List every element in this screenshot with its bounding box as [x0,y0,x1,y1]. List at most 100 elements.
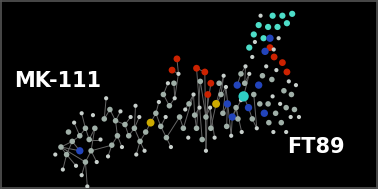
Point [225,102,231,105]
Point [115,134,121,137]
Point [284,70,290,74]
Point [265,102,271,105]
Point [171,82,177,85]
Point [182,108,188,111]
Point [71,121,77,124]
Point [86,138,92,141]
Point [273,112,279,115]
Point [90,114,96,117]
Point [270,95,276,98]
Point [98,138,104,141]
Point [113,119,119,122]
Point [52,153,58,156]
Point [141,149,147,152]
Point [166,104,172,107]
Point [238,99,244,102]
Point [203,115,209,119]
Point [132,127,138,130]
Point [175,72,181,75]
Point [271,55,277,58]
Point [109,144,115,147]
Point [256,84,262,87]
Point [199,138,205,141]
Point [128,115,134,119]
Point [283,106,289,109]
Point [202,70,208,74]
Point [58,146,64,149]
Point [233,106,239,109]
Point [65,131,71,134]
Point [246,72,252,75]
Point [79,112,85,115]
Point [212,136,218,139]
Point [107,108,113,111]
Point [240,95,246,98]
Point [207,106,213,109]
Point [265,26,271,29]
Point [92,127,98,130]
Point [73,164,79,167]
Point [208,127,214,130]
Point [180,127,186,130]
Point [165,82,171,85]
Point [77,134,83,137]
Point [245,106,251,109]
Point [262,50,268,53]
Point [191,93,197,96]
Point [136,115,142,119]
Point [137,140,143,143]
Point [279,14,285,17]
Point [284,22,290,25]
Point [289,12,295,15]
Point [270,131,276,134]
Point [213,102,219,105]
Point [288,115,294,119]
Point [293,84,299,87]
Point [133,104,139,107]
Point [261,112,267,115]
Point [277,102,283,105]
Point [254,127,260,130]
Point [238,72,244,75]
Point [158,125,164,128]
Point [194,67,200,70]
Point [174,57,180,60]
Point [119,146,125,149]
Point [77,149,83,152]
Point [251,93,257,96]
Point [194,127,200,130]
Point [260,37,266,40]
Point [156,101,162,104]
Point [197,106,203,109]
Point [283,131,289,134]
Point [126,134,132,137]
Point [122,123,128,126]
Point [220,112,226,115]
Point [177,115,183,119]
Point [153,112,159,115]
Point [249,117,255,120]
Point [203,149,209,152]
Point [103,97,109,100]
Point [279,61,285,64]
Point [234,84,240,87]
Point [281,89,287,92]
Point [246,46,252,49]
Point [242,65,248,68]
Point [172,97,178,100]
Point [221,74,227,77]
Point [82,127,88,130]
Point [205,93,211,96]
Text: FT89: FT89 [287,137,344,157]
Point [251,33,257,36]
Point [274,26,280,29]
Point [291,108,297,111]
Point [60,168,66,171]
Point [133,153,139,156]
Point [69,140,75,143]
Point [169,69,175,72]
Point [197,80,203,83]
Point [94,160,100,163]
Point [276,37,282,40]
Point [273,69,279,72]
